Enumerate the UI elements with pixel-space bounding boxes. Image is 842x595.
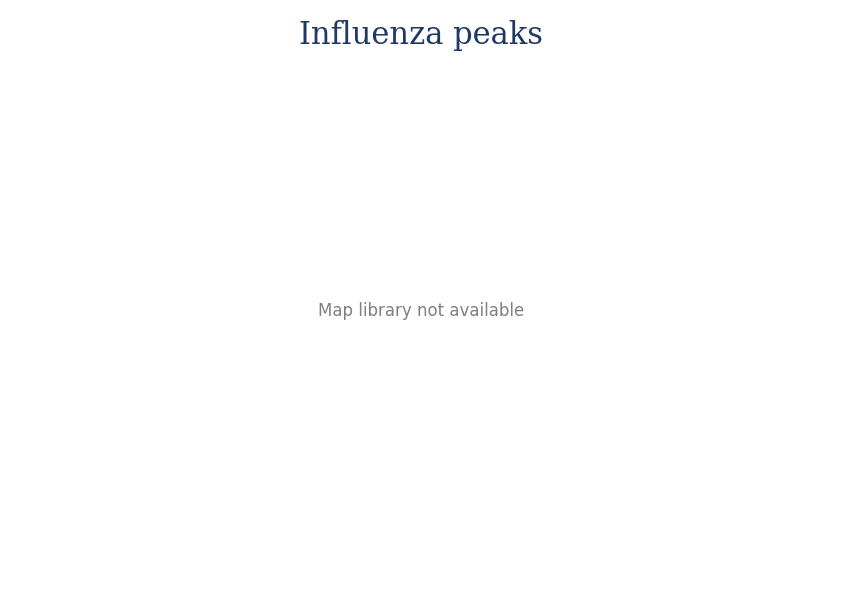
Text: Influenza peaks: Influenza peaks bbox=[299, 20, 543, 51]
Text: Map library not available: Map library not available bbox=[318, 302, 524, 320]
Text: SARINET May 2016, Seasonality, Global Influenza Program, WHO: SARINET May 2016, Seasonality, Global In… bbox=[10, 561, 438, 574]
Text: Organization: Organization bbox=[711, 572, 813, 587]
Text: World Health: World Health bbox=[710, 554, 813, 568]
